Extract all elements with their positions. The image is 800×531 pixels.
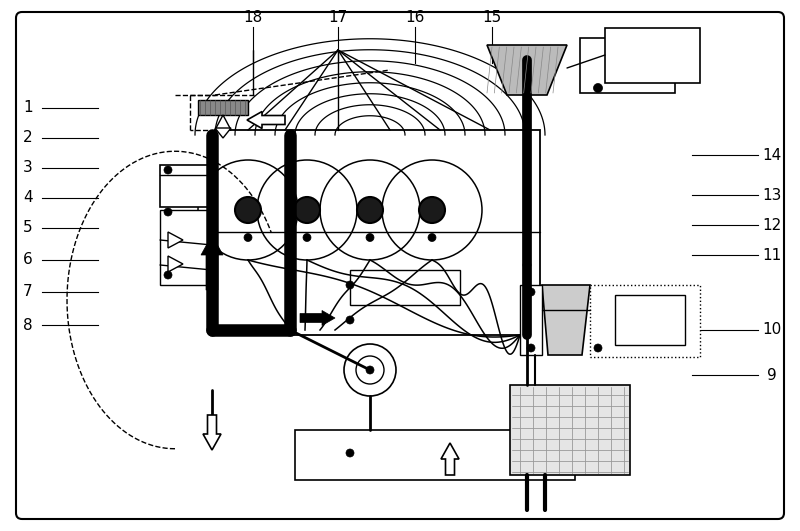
Text: 10: 10 (762, 322, 782, 338)
Bar (615, 295, 685, 345)
Bar (520, 285, 542, 355)
Text: 9: 9 (767, 367, 777, 382)
Polygon shape (168, 256, 183, 272)
Text: 6: 6 (23, 253, 33, 268)
Circle shape (594, 83, 602, 92)
Text: 11: 11 (762, 247, 782, 262)
Circle shape (346, 316, 354, 324)
Bar (510, 385, 630, 475)
Text: 4: 4 (23, 191, 33, 205)
Bar (160, 210, 212, 285)
Circle shape (357, 197, 383, 223)
FancyArrow shape (201, 235, 223, 290)
Text: 8: 8 (23, 318, 33, 332)
Polygon shape (215, 115, 231, 130)
Circle shape (164, 208, 172, 216)
Circle shape (527, 344, 535, 352)
Text: 7: 7 (23, 285, 33, 299)
Polygon shape (198, 100, 248, 115)
Circle shape (527, 288, 535, 296)
Circle shape (303, 234, 311, 242)
Circle shape (235, 197, 261, 223)
Text: 16: 16 (406, 11, 425, 25)
FancyArrow shape (300, 311, 335, 326)
Circle shape (356, 356, 384, 384)
Bar (160, 165, 212, 207)
Text: 18: 18 (243, 11, 262, 25)
Text: 14: 14 (762, 148, 782, 162)
Text: 12: 12 (762, 218, 782, 233)
Text: 5: 5 (23, 220, 33, 236)
Circle shape (294, 197, 320, 223)
Polygon shape (542, 285, 590, 355)
FancyArrow shape (203, 415, 221, 450)
Polygon shape (168, 232, 183, 248)
FancyArrow shape (247, 112, 285, 129)
Text: 17: 17 (328, 11, 348, 25)
Polygon shape (215, 128, 231, 138)
Circle shape (366, 366, 374, 374)
Text: 2: 2 (23, 131, 33, 145)
Circle shape (244, 234, 252, 242)
Circle shape (164, 271, 172, 279)
Circle shape (523, 261, 531, 269)
FancyArrow shape (441, 443, 459, 475)
Bar (295, 430, 575, 480)
Circle shape (428, 234, 436, 242)
Circle shape (366, 234, 374, 242)
Bar (350, 270, 460, 305)
Bar (580, 38, 675, 93)
Circle shape (164, 166, 172, 174)
Circle shape (346, 449, 354, 457)
Circle shape (344, 344, 396, 396)
Bar (590, 285, 700, 357)
Circle shape (594, 344, 602, 352)
Text: 13: 13 (762, 187, 782, 202)
Bar (215, 130, 540, 335)
Text: 15: 15 (482, 11, 502, 25)
Text: 3: 3 (23, 160, 33, 176)
Text: 1: 1 (23, 100, 33, 116)
Circle shape (346, 281, 354, 289)
Circle shape (419, 197, 445, 223)
Polygon shape (487, 45, 567, 95)
Bar (605, 28, 700, 83)
